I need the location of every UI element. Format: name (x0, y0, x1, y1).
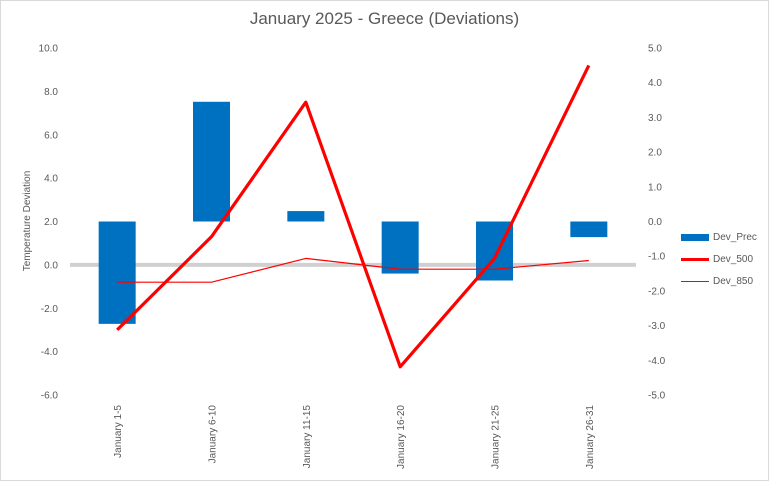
legend-item-dev-850: Dev_850 (681, 270, 757, 292)
y-tick-label-right: 3.0 (648, 113, 662, 124)
x-tick-label: January 26-31 (585, 405, 596, 469)
y-tick-label-left: 0.0 (44, 260, 58, 271)
bar-dev-prec (98, 221, 136, 324)
y-tick-label-right: -4.0 (648, 356, 666, 367)
x-tick-label: January 11-15 (302, 405, 313, 469)
legend-label-dev-500: Dev_500 (713, 253, 754, 265)
chart-title: January 2025 - Greece (Deviations) (249, 9, 520, 28)
y-tick-label-left: -2.0 (41, 304, 59, 315)
y-axis-label: Temperature Deviation (22, 171, 33, 272)
x-tick-label: January 1-5 (113, 405, 124, 458)
y-tick-label-left: -6.0 (41, 391, 59, 402)
y-tick-label-right: 1.0 (648, 182, 662, 193)
legend-item-dev-500: Dev_500 (681, 248, 757, 270)
x-tick-label: January 21-25 (491, 405, 502, 469)
y-tick-label-right: -5.0 (648, 391, 666, 402)
y-tick-label-right: -2.0 (648, 286, 666, 297)
legend-label-dev-prec: Dev_Prec (713, 231, 757, 243)
chart-legend: Dev_Prec Dev_500 Dev_850 (681, 226, 757, 292)
bar-dev-prec (570, 221, 608, 238)
y-tick-label-left: 10.0 (39, 44, 59, 55)
y-tick-label-right: -3.0 (648, 321, 666, 332)
bar-dev-prec (381, 221, 419, 274)
series-line-dev-500 (116, 64, 591, 369)
y-tick-label-left: 2.0 (44, 217, 58, 228)
legend-swatch-dev-500 (681, 257, 709, 261)
legend-label-dev-850: Dev_850 (713, 275, 754, 287)
legend-swatch-dev-prec (681, 233, 709, 241)
y-tick-label-right: 4.0 (648, 78, 662, 89)
x-tick-label: January 6-10 (208, 405, 219, 464)
y-tick-label-right: 2.0 (648, 148, 662, 159)
series-line-dev-850 (117, 257, 589, 283)
y-tick-label-left: -4.0 (41, 347, 59, 358)
y-tick-label-left: 4.0 (44, 174, 58, 185)
bar-dev-prec (287, 211, 325, 222)
legend-item-dev-prec: Dev_Prec (681, 226, 757, 248)
y-tick-label-right: 5.0 (648, 44, 662, 55)
y-tick-label-left: 8.0 (44, 87, 58, 98)
legend-swatch-dev-850 (681, 280, 709, 282)
y-tick-label-left: 6.0 (44, 130, 58, 141)
y-tick-label-right: -1.0 (648, 252, 666, 263)
bar-dev-prec (193, 101, 230, 222)
x-tick-label: January 16-20 (396, 405, 407, 469)
y-tick-label-right: 0.0 (648, 217, 662, 228)
